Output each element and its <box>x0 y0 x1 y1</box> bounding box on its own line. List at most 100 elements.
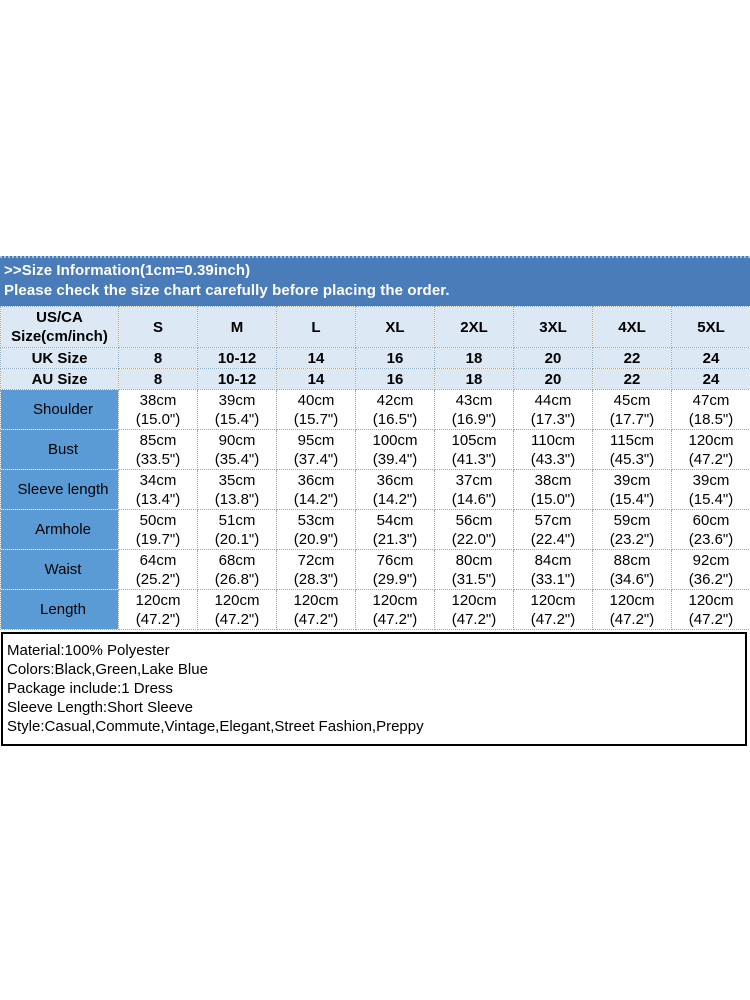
measurement-value-cell: 39cm (15.4") <box>592 469 672 510</box>
measurement-value-cell: 36cm (14.2") <box>276 469 356 510</box>
measurement-value-cell: 80cm (31.5") <box>434 549 514 590</box>
product-info-line: Package include:1 Dress <box>7 680 173 697</box>
measurement-value-cell: 50cm (19.7") <box>118 509 198 550</box>
size-column-header: M <box>197 306 277 348</box>
au-size-row-value: 20 <box>513 368 593 390</box>
uk-size-row-value: 16 <box>355 347 435 369</box>
measurement-value-cell: 57cm (22.4") <box>513 509 593 550</box>
measurement-row: Shoulder 38cm (15.0") 39cm (15.4") 40cm (15… <box>0 389 750 430</box>
banner-subtitle: Please check the size chart carefully be… <box>4 282 450 299</box>
product-info-line: Sleeve Length:Short Sleeve <box>7 699 193 716</box>
au-size-row-value: 18 <box>434 368 514 390</box>
au-size-row-value: 10-12 <box>197 368 277 390</box>
measurement-value-cell: 40cm (15.7") <box>276 389 356 430</box>
measurement-value-cell: 39cm (15.4") <box>197 389 277 430</box>
measurement-value-cell: 72cm (28.3") <box>276 549 356 590</box>
measurement-value-cell: 120cm (47.2") <box>513 589 593 630</box>
size-column-header: 5XL <box>671 306 750 348</box>
product-info-box: Material:100% Polyester Colors:Black,Gree… <box>1 632 747 746</box>
measurement-value-cell: 44cm (17.3") <box>513 389 593 430</box>
measurement-value-cell: 60cm (23.6") <box>671 509 750 550</box>
measurement-value-cell: 45cm (17.7") <box>592 389 672 430</box>
uk-size-row: UK Size 8 10-12 14 16 18 20 22 24 <box>0 347 750 369</box>
measurement-value-cell: 37cm (14.6") <box>434 469 514 510</box>
product-info-line: Style:Casual,Commute,Vintage,Elegant,Str… <box>7 718 424 735</box>
size-header-row: US/CA Size(cm/inch) S M L XL 2XL 3XL 4XL 5XL <box>0 306 750 348</box>
uk-size-row-value: 18 <box>434 347 514 369</box>
measurement-value-cell: 34cm (13.4") <box>118 469 198 510</box>
size-column-header: S <box>118 306 198 348</box>
measurement-value-cell: 120cm (47.2") <box>276 589 356 630</box>
size-chart-sheet: >>Size Information(1cm=0.39inch) Please … <box>0 256 750 746</box>
measurement-value-cell: 120cm (47.2") <box>355 589 435 630</box>
measurement-value-cell: 90cm (35.4") <box>197 429 277 470</box>
measurement-value-cell: 120cm (47.2") <box>197 589 277 630</box>
measurement-value-cell: 120cm (47.2") <box>118 589 198 630</box>
measurement-row: Armhole 50cm (19.7") 51cm (20.1") 53cm (20.… <box>0 509 750 550</box>
measurement-value-cell: 88cm (34.6") <box>592 549 672 590</box>
measurement-value-cell: 64cm (25.2") <box>118 549 198 590</box>
measurement-value-cell: 59cm (23.2") <box>592 509 672 550</box>
measurement-value-cell: 120cm (47.2") <box>671 429 750 470</box>
au-size-row: AU Size 8 10-12 14 16 18 20 22 24 <box>0 368 750 390</box>
measurement-value-cell: 39cm (15.4") <box>671 469 750 510</box>
measurement-value-cell: 120cm (47.2") <box>434 589 514 630</box>
uk-size-row-value: 20 <box>513 347 593 369</box>
measurement-value-cell: 47cm (18.5") <box>671 389 750 430</box>
measurement-value-cell: 68cm (26.8") <box>197 549 277 590</box>
uk-size-row-value: 10-12 <box>197 347 277 369</box>
au-size-row-value: 22 <box>592 368 672 390</box>
measurement-row-label: Armhole <box>0 509 119 550</box>
measurement-value-cell: 100cm (39.4") <box>355 429 435 470</box>
uk-size-row-value: 8 <box>118 347 198 369</box>
measurement-value-cell: 105cm (41.3") <box>434 429 514 470</box>
measurement-value-cell: 120cm (47.2") <box>592 589 672 630</box>
size-column-header: L <box>276 306 356 348</box>
measurement-value-cell: 51cm (20.1") <box>197 509 277 550</box>
uk-size-row-value: 14 <box>276 347 356 369</box>
size-info-banner: >>Size Information(1cm=0.39inch) Please … <box>0 256 750 306</box>
au-size-row-value: 8 <box>118 368 198 390</box>
measurement-value-cell: 115cm (45.3") <box>592 429 672 470</box>
product-info-line: Colors:Black,Green,Lake Blue <box>7 661 208 678</box>
measurement-row: Bust 85cm (33.5") 90cm (35.4") 95cm (37.4")… <box>0 429 750 470</box>
measurement-row: Length 120cm (47.2") 120cm (47.2") 120cm (4… <box>0 589 750 630</box>
measurement-value-cell: 38cm (15.0") <box>118 389 198 430</box>
measurement-value-cell: 84cm (33.1") <box>513 549 593 590</box>
product-info-line: Material:100% Polyester <box>7 642 170 659</box>
measurement-value-cell: 92cm (36.2") <box>671 549 750 590</box>
au-size-row-value: 24 <box>671 368 750 390</box>
measurement-row-label: Sleeve length <box>0 469 119 510</box>
measurement-value-cell: 35cm (13.8") <box>197 469 277 510</box>
size-column-header: XL <box>355 306 435 348</box>
measurement-value-cell: 53cm (20.9") <box>276 509 356 550</box>
uk-size-row-value: 22 <box>592 347 672 369</box>
measurement-row-label: Bust <box>0 429 119 470</box>
size-table-body: US/CA Size(cm/inch) S M L XL 2XL 3XL 4XL 5XL UK S… <box>0 306 750 630</box>
au-size-row-label: AU Size <box>0 368 119 390</box>
measurement-value-cell: 36cm (14.2") <box>355 469 435 510</box>
measurement-row-label: Waist <box>0 549 119 590</box>
measurement-row: Sleeve length 34cm (13.4") 35cm (13.8") 36c… <box>0 469 750 510</box>
banner-title: >>Size Information(1cm=0.39inch) <box>4 262 251 279</box>
measurement-value-cell: 38cm (15.0") <box>513 469 593 510</box>
size-table: US/CA Size(cm/inch) S M L XL 2XL 3XL 4XL 5XL UK S… <box>0 306 750 630</box>
measurement-row-label: Length <box>0 589 119 630</box>
size-column-header: 2XL <box>434 306 514 348</box>
measurement-value-cell: 120cm (47.2") <box>671 589 750 630</box>
measurement-value-cell: 54cm (21.3") <box>355 509 435 550</box>
uk-size-row-value: 24 <box>671 347 750 369</box>
measurement-value-cell: 76cm (29.9") <box>355 549 435 590</box>
measurement-value-cell: 110cm (43.3") <box>513 429 593 470</box>
size-column-header: 4XL <box>592 306 672 348</box>
au-size-row-value: 14 <box>276 368 356 390</box>
measurement-value-cell: 42cm (16.5") <box>355 389 435 430</box>
measurement-value-cell: 85cm (33.5") <box>118 429 198 470</box>
size-column-header: 3XL <box>513 306 593 348</box>
measurement-value-cell: 56cm (22.0") <box>434 509 514 550</box>
measurement-value-cell: 43cm (16.9") <box>434 389 514 430</box>
corner-header-cell: US/CA Size(cm/inch) <box>0 306 119 348</box>
measurement-row: Waist 64cm (25.2") 68cm (26.8") 72cm (28.3"… <box>0 549 750 590</box>
au-size-row-value: 16 <box>355 368 435 390</box>
measurement-value-cell: 95cm (37.4") <box>276 429 356 470</box>
